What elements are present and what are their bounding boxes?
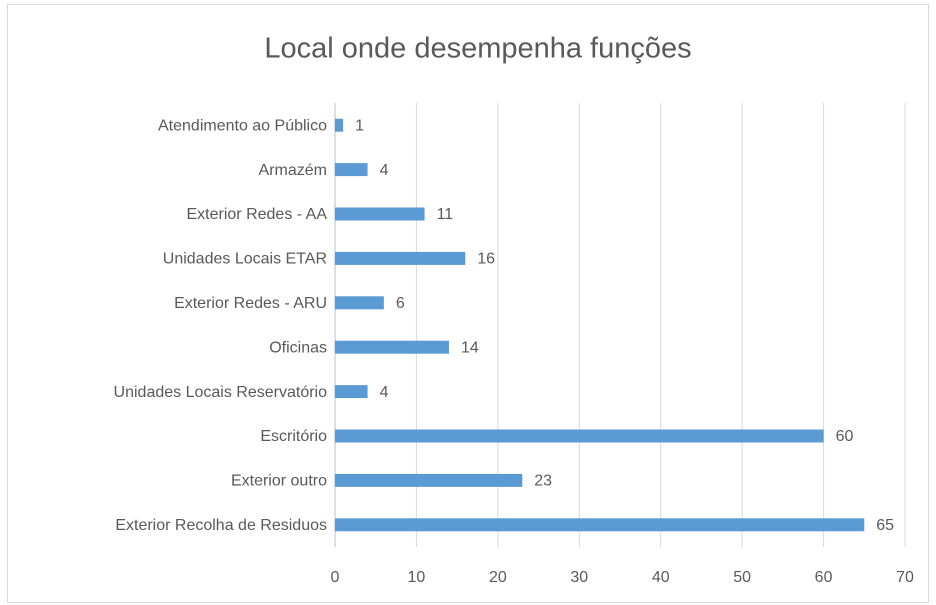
x-tick-label: 10: [408, 569, 426, 586]
bar: [335, 518, 865, 532]
x-tick-label: 40: [652, 569, 670, 586]
y-tick-label: Unidades Locais Reservatório: [114, 384, 328, 401]
chart-border: [7, 4, 929, 603]
y-tick-label: Exterior Redes - AA: [187, 206, 328, 223]
y-tick-label: Oficinas: [269, 339, 327, 356]
data-label: 23: [534, 473, 552, 490]
y-tick-label: Atendimento ao Público: [158, 117, 327, 134]
bar: [335, 251, 466, 265]
data-label: 60: [836, 428, 854, 445]
chart-title: Local onde desempenha funções: [264, 33, 691, 65]
data-label: 14: [461, 339, 479, 356]
x-tick-label: 60: [815, 569, 833, 586]
y-tick-label: Exterior Redes - ARU: [174, 295, 327, 312]
y-tick-label: Armazém: [259, 162, 327, 179]
bar: [335, 163, 368, 177]
data-label: 1: [355, 117, 364, 134]
bar: [335, 296, 384, 310]
y-tick-label: Escritório: [260, 428, 327, 445]
data-label: 65: [876, 517, 894, 534]
x-tick-label: 70: [896, 569, 914, 586]
x-tick-label: 0: [331, 569, 340, 586]
data-label: 16: [477, 251, 495, 268]
bar: [335, 473, 523, 487]
bar: [335, 340, 449, 354]
data-label: 4: [380, 162, 389, 179]
bar: [335, 429, 824, 443]
data-label: 6: [396, 295, 405, 312]
data-label: 4: [380, 384, 389, 401]
x-tick-label: 20: [489, 569, 507, 586]
bar: [335, 385, 368, 399]
x-tick-label: 50: [733, 569, 751, 586]
data-label: 11: [437, 206, 454, 223]
bar: [335, 118, 344, 132]
x-tick-label: 30: [570, 569, 588, 586]
y-tick-label: Exterior outro: [231, 473, 327, 490]
bar: [335, 207, 425, 221]
y-tick-label: Unidades Locais ETAR: [163, 251, 327, 268]
y-tick-label: Exterior Recolha de Residuos: [115, 517, 327, 534]
